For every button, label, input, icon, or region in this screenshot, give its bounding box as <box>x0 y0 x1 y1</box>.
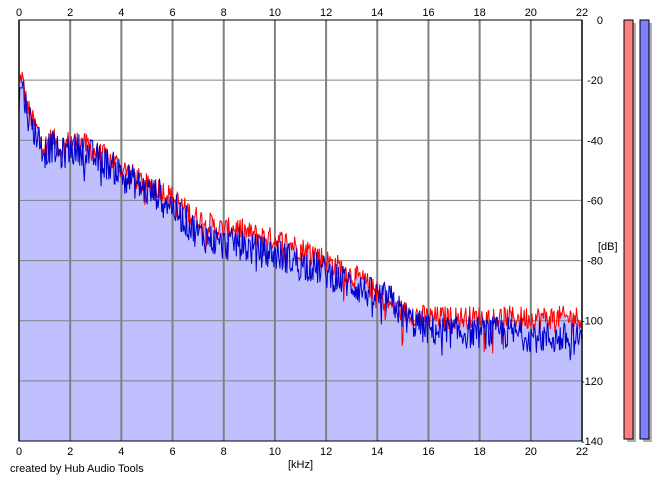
x-tick-label-top: 0 <box>16 7 22 19</box>
plot-frame <box>18 19 583 442</box>
y-tick-label: -120 <box>581 376 603 388</box>
y-tick-label: -20 <box>587 75 603 87</box>
x-tick-label-top: 4 <box>118 7 124 19</box>
x-tick-label-top: 14 <box>371 7 383 19</box>
meter-left <box>623 19 634 440</box>
series-line-0 <box>18 72 583 354</box>
x-tick-label-bottom: 10 <box>269 446 281 458</box>
x-tick-label-top: 2 <box>67 7 73 19</box>
x-tick-label-bottom: 4 <box>118 446 124 458</box>
y-tick-label: -40 <box>587 135 603 147</box>
y-tick-label: -80 <box>587 256 603 268</box>
y-tick-labels: 0 -20 -40 -60 -80 -100 -120 -140 <box>581 15 603 448</box>
x-tick-label-top: 22 <box>576 7 588 19</box>
credit-text: created by Hub Audio Tools <box>10 463 144 475</box>
x-tick-label-top: 20 <box>525 7 537 19</box>
x-tick-label-top: 10 <box>269 7 281 19</box>
x-tick-label-bottom: 14 <box>371 446 383 458</box>
meter-right <box>639 19 650 440</box>
x-tick-label-bottom: 8 <box>221 446 227 458</box>
y-tick-label: -100 <box>581 316 603 328</box>
x-tick-label-top: 18 <box>474 7 486 19</box>
x-tick-label-bottom: 22 <box>576 446 588 458</box>
x-tick-label-top: 8 <box>221 7 227 19</box>
x-tick-label-top: 6 <box>169 7 175 19</box>
x-tick-label-bottom: 18 <box>474 446 486 458</box>
x-tick-label-top: 16 <box>422 7 434 19</box>
x-tick-label-bottom: 16 <box>422 446 434 458</box>
x-tick-labels-bottom: 0 2 4 6 8 10 12 14 16 18 20 22 <box>16 446 588 458</box>
y-tick-label: -140 <box>581 436 603 448</box>
x-tick-label-bottom: 0 <box>16 446 22 458</box>
x-tick-label-bottom: 12 <box>320 446 332 458</box>
x-tick-label-bottom: 6 <box>169 446 175 458</box>
y-axis-label: [dB] <box>598 241 618 253</box>
x-tick-label-bottom: 20 <box>525 446 537 458</box>
x-tick-label-bottom: 2 <box>67 446 73 458</box>
series-lines <box>18 72 583 361</box>
x-axis-label: [kHz] <box>288 459 313 471</box>
x-tick-label-top: 12 <box>320 7 332 19</box>
series-line-1 <box>18 80 583 361</box>
level-meters <box>623 19 652 442</box>
x-tick-labels-top: 0 2 4 6 8 10 12 14 16 18 20 22 <box>16 7 588 19</box>
y-tick-label: -60 <box>587 195 603 207</box>
y-tick-label: 0 <box>597 15 603 27</box>
